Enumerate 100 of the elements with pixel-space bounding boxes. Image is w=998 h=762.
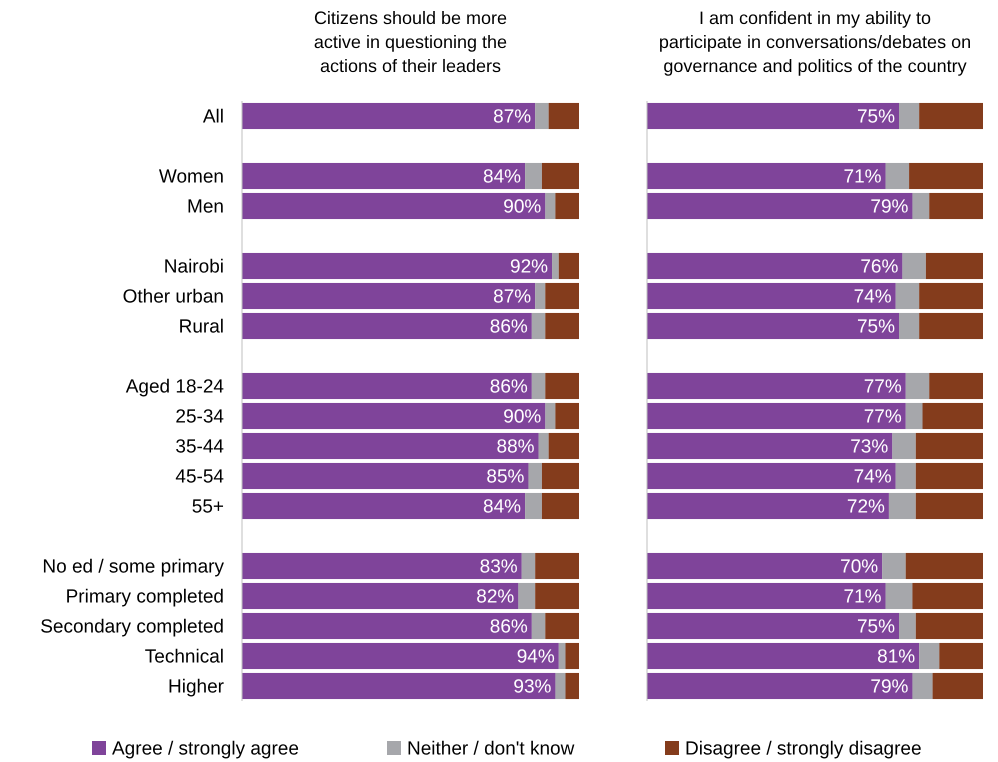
data-label: 92% bbox=[510, 256, 548, 278]
bar bbox=[522, 552, 536, 580]
y-tick-label: Technical bbox=[144, 646, 224, 668]
data-label: 86% bbox=[490, 616, 528, 638]
bar bbox=[882, 552, 906, 580]
y-tick-label: Rural bbox=[178, 316, 224, 338]
bar bbox=[647, 462, 896, 490]
bar bbox=[242, 552, 522, 580]
bar bbox=[545, 192, 556, 220]
y-tick-label: 35-44 bbox=[175, 436, 224, 458]
bar bbox=[916, 432, 983, 460]
data-label: 90% bbox=[503, 406, 542, 428]
bar bbox=[535, 282, 546, 310]
y-tick-label: Secondary completed bbox=[40, 616, 224, 638]
bar bbox=[919, 102, 983, 130]
bar bbox=[545, 612, 579, 640]
data-label: 94% bbox=[516, 646, 555, 668]
data-label: 87% bbox=[493, 106, 532, 128]
bar bbox=[566, 672, 579, 700]
bar bbox=[647, 162, 886, 190]
bar bbox=[922, 402, 983, 430]
bar bbox=[242, 492, 526, 520]
bar bbox=[555, 672, 566, 700]
data-label: 79% bbox=[870, 676, 909, 698]
bar bbox=[886, 162, 910, 190]
bar bbox=[555, 192, 579, 220]
bar bbox=[242, 672, 556, 700]
bar bbox=[647, 252, 902, 280]
data-label: 77% bbox=[864, 406, 902, 428]
bar bbox=[929, 192, 983, 220]
data-label: 85% bbox=[486, 466, 525, 488]
bar bbox=[545, 312, 579, 340]
bar bbox=[545, 282, 579, 310]
bar bbox=[542, 462, 579, 490]
y-tick-label: Women bbox=[158, 166, 224, 188]
bar bbox=[647, 372, 906, 400]
y-tick-label: Aged 18-24 bbox=[126, 376, 224, 398]
bar bbox=[647, 312, 899, 340]
bar bbox=[647, 432, 892, 460]
bar bbox=[548, 432, 579, 460]
bar bbox=[899, 612, 916, 640]
bar bbox=[932, 672, 983, 700]
bar bbox=[647, 612, 899, 640]
data-label: 72% bbox=[846, 496, 886, 518]
y-tick-label: Higher bbox=[168, 676, 225, 698]
y-tick-label: No ed / some primary bbox=[42, 556, 224, 578]
data-label: 84% bbox=[483, 496, 522, 518]
data-label: 75% bbox=[856, 316, 896, 338]
bar bbox=[242, 402, 546, 430]
y-tick-label: Men bbox=[187, 196, 224, 218]
bar bbox=[532, 312, 546, 340]
data-label: 71% bbox=[844, 166, 882, 188]
bar bbox=[558, 642, 566, 670]
bar bbox=[518, 582, 536, 610]
data-label: 75% bbox=[856, 616, 896, 638]
bar bbox=[647, 552, 882, 580]
y-tick-label: 25-34 bbox=[175, 406, 224, 428]
bar bbox=[896, 462, 916, 490]
bar bbox=[242, 192, 546, 220]
bar bbox=[919, 642, 940, 670]
data-label: 74% bbox=[854, 466, 892, 488]
bar bbox=[542, 162, 579, 190]
bar bbox=[535, 102, 549, 130]
bar bbox=[242, 462, 528, 490]
bar bbox=[535, 582, 579, 610]
bar bbox=[548, 102, 579, 130]
y-tick-label: 45-54 bbox=[175, 466, 224, 488]
bar bbox=[906, 372, 930, 400]
bar bbox=[647, 192, 912, 220]
bar bbox=[899, 312, 920, 340]
bar bbox=[558, 252, 579, 280]
bar bbox=[912, 192, 930, 220]
data-label: 83% bbox=[480, 556, 518, 578]
bar bbox=[919, 282, 983, 310]
bar bbox=[916, 612, 983, 640]
bar bbox=[647, 282, 896, 310]
bar bbox=[916, 462, 983, 490]
bar bbox=[647, 102, 899, 130]
legend-label: Disagree / strongly disagree bbox=[685, 738, 922, 760]
bar bbox=[919, 312, 983, 340]
bar bbox=[647, 672, 912, 700]
y-tick-label: Other urban bbox=[122, 286, 224, 308]
data-label: 90% bbox=[503, 196, 542, 218]
data-label: 76% bbox=[860, 256, 898, 278]
legend-label: Agree / strongly agree bbox=[112, 738, 299, 760]
bar bbox=[242, 582, 518, 610]
bar bbox=[545, 372, 579, 400]
bar bbox=[892, 432, 916, 460]
bar bbox=[528, 462, 542, 490]
bar bbox=[912, 582, 983, 610]
data-label: 84% bbox=[483, 166, 522, 188]
bar bbox=[899, 102, 920, 130]
data-label: 81% bbox=[877, 646, 916, 668]
y-tick-label: Nairobi bbox=[164, 256, 224, 278]
data-label: 71% bbox=[844, 586, 882, 608]
data-label: 87% bbox=[493, 286, 532, 308]
bar bbox=[647, 402, 906, 430]
data-label: 73% bbox=[850, 436, 888, 458]
bar bbox=[906, 552, 983, 580]
data-label: 88% bbox=[496, 436, 535, 458]
